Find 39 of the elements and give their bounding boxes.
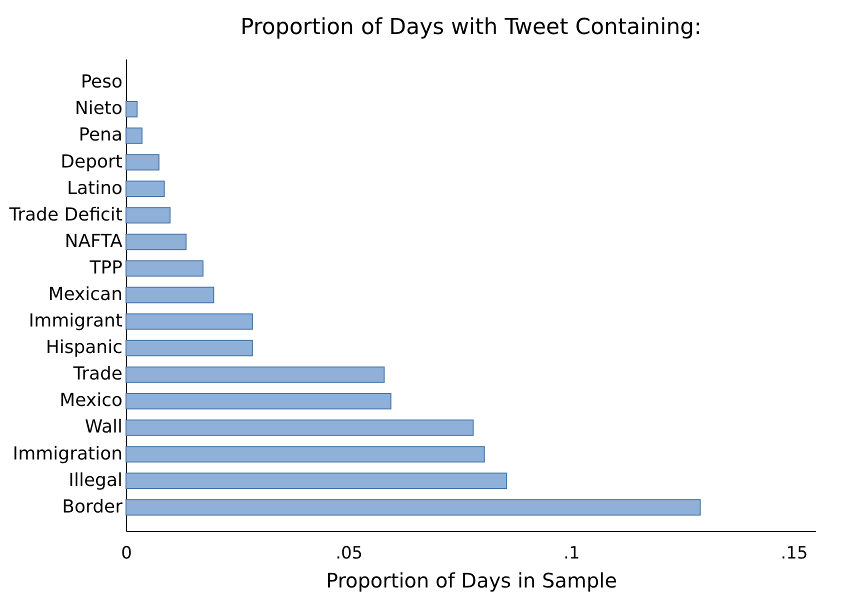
bar bbox=[126, 392, 392, 410]
bar bbox=[126, 128, 143, 144]
bar bbox=[126, 234, 187, 250]
x-tick-label: .1 bbox=[564, 544, 580, 564]
x-axis-title: Proportion of Days in Sample bbox=[326, 568, 618, 592]
bar bbox=[126, 446, 485, 462]
y-tick-label: Trade Deficit bbox=[8, 204, 122, 226]
bar bbox=[126, 499, 701, 516]
y-tick-label: TPP bbox=[88, 257, 123, 278]
y-tick-label: Border bbox=[62, 496, 124, 518]
chart-title: Proportion of Days with Tweet Containing: bbox=[240, 15, 702, 40]
y-tick-label: Latino bbox=[66, 178, 122, 199]
y-tick-label: NAFTA bbox=[64, 230, 124, 252]
y-tick-label: Mexican bbox=[48, 284, 122, 305]
y-tick-label: Peso bbox=[80, 72, 122, 93]
bar bbox=[126, 313, 253, 330]
y-tick-label: Pena bbox=[78, 124, 122, 146]
y-tick-label: Wall bbox=[84, 416, 122, 438]
y-tick-label: Immigration bbox=[12, 443, 122, 464]
bar bbox=[126, 207, 171, 224]
y-tick-label: Mexico bbox=[60, 390, 122, 412]
y-tick-label: Nieto bbox=[74, 98, 122, 120]
y-tick-label: Trade bbox=[72, 364, 122, 385]
x-tick-label: .15 bbox=[780, 544, 808, 564]
bar bbox=[126, 180, 165, 198]
y-tick-label: Deport bbox=[60, 151, 122, 172]
bar bbox=[126, 366, 385, 383]
bar bbox=[126, 420, 474, 436]
x-tick-label: .05 bbox=[336, 544, 363, 564]
bar bbox=[126, 340, 253, 356]
y-tick-label: Hispanic bbox=[46, 337, 122, 358]
y-tick-label: Illegal bbox=[68, 470, 122, 491]
bar bbox=[126, 154, 160, 170]
bar bbox=[126, 286, 214, 304]
bar bbox=[126, 100, 138, 118]
bar bbox=[126, 260, 204, 277]
x-tick-label: 0 bbox=[121, 544, 132, 564]
y-tick-label: Immigrant bbox=[28, 310, 122, 332]
bar bbox=[126, 472, 508, 490]
